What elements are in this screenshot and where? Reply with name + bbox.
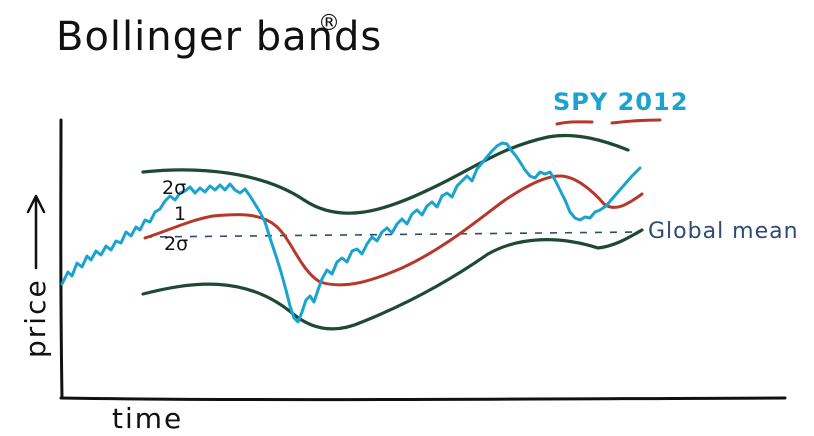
lower-band-sigma-label: 2σ	[164, 233, 188, 255]
center-mark-label: 1	[174, 203, 186, 225]
title: Bollinger bands	[56, 14, 382, 60]
x-axis	[59, 396, 787, 402]
y-axis	[59, 118, 64, 400]
global-mean-label: Global mean	[648, 219, 799, 244]
lower-bollinger-band	[141, 228, 644, 331]
series-label-underline-right	[610, 118, 662, 125]
y-axis-arrow	[26, 194, 46, 270]
y-axis-label: price	[19, 278, 52, 358]
registered-mark: ®	[318, 11, 340, 36]
rolling-mean-line	[143, 174, 644, 287]
price-series-line	[60, 141, 642, 324]
x-axis-label: time	[112, 402, 183, 435]
series-label: SPY 2012	[553, 88, 688, 116]
series-label-underline-left	[555, 120, 594, 126]
upper-bollinger-band	[141, 133, 630, 215]
upper-band-sigma-label: 2σ	[162, 177, 186, 199]
